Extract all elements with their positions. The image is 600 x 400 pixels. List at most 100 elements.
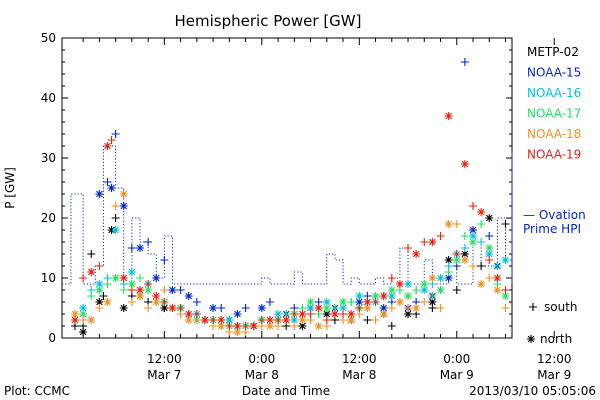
noaa-19-south-point: [306, 310, 315, 318]
noaa-15-south-point: [192, 298, 201, 306]
noaa-15-south-point: [127, 244, 136, 252]
noaa-15-south-point: [144, 238, 153, 246]
noaa-17-south-point: [444, 268, 453, 276]
noaa-18-north-point: [298, 316, 307, 324]
metp-02-north-point: [460, 250, 469, 258]
noaa-16-south-point: [460, 244, 469, 252]
legend-entry: NOAA-17: [527, 107, 581, 121]
noaa-19-south-point: [160, 298, 169, 306]
noaa-19-north-point: [477, 208, 486, 216]
x-axis-label: Date and Time: [242, 384, 330, 398]
y-tick-label: 50: [41, 31, 56, 45]
data-points-layer: [70, 58, 537, 343]
noaa-18-south-point: [485, 274, 494, 282]
legend-ovation-line2: Prime HPI: [523, 222, 581, 236]
noaa-18-north-point: [152, 298, 161, 306]
x-tick-label-time: 0:00: [443, 352, 470, 366]
noaa-19-north-point: [379, 292, 388, 300]
ovation-hpi-layer: [62, 145, 513, 285]
noaa-15-north-point: [233, 310, 242, 318]
metp-02-south-point: [111, 214, 120, 222]
noaa-19-south-point: [192, 310, 201, 318]
noaa-19-north-point: [168, 304, 177, 312]
noaa-15-north-point: [379, 304, 388, 312]
noaa-17-north-point: [420, 280, 429, 288]
noaa-16-north-point: [127, 268, 136, 276]
noaa-19-south-point: [225, 322, 234, 330]
noaa-19-south-point: [485, 256, 494, 264]
noaa-17-north-point: [436, 286, 445, 294]
noaa-15-south-point: [460, 58, 469, 66]
noaa-18-north-point: [477, 280, 486, 288]
noaa-17-north-point: [339, 298, 348, 306]
metp-02-north-point: [444, 256, 453, 264]
noaa-18-south-point: [160, 286, 169, 294]
noaa-18-south-point: [452, 220, 461, 228]
noaa-17-north-point: [501, 292, 510, 300]
metp-02-north-point: [107, 226, 116, 234]
noaa-19-south-point: [469, 202, 478, 210]
noaa-19-south-point: [387, 274, 396, 282]
x-tick-label-date: Mar 9: [537, 368, 571, 382]
x-tick-label-date: Mar 8: [342, 368, 376, 382]
legend-entry: NOAA-18: [527, 127, 581, 141]
noaa-19-north-point: [152, 292, 161, 300]
noaa-19-north-point: [298, 310, 307, 318]
noaa-17-north-point: [469, 238, 478, 246]
noaa-19-north-point: [330, 310, 339, 318]
noaa-18-south-point: [469, 262, 478, 270]
noaa-17-north-point: [485, 244, 494, 252]
metp-02-north-point: [485, 214, 494, 222]
noaa-17-south-point: [428, 292, 437, 300]
noaa-15-north-point: [184, 292, 193, 300]
noaa-19-south-point: [257, 316, 266, 324]
noaa-19-north-point: [233, 322, 242, 330]
metp-02-north-point: [79, 328, 88, 336]
noaa-19-north-point: [412, 250, 421, 258]
noaa-19-south-point: [79, 274, 88, 282]
y-tick-label: 40: [41, 91, 56, 105]
metp-02-south-point: [363, 316, 372, 324]
legend-north-label: north: [540, 332, 572, 346]
noaa-15-north-point: [469, 226, 478, 234]
noaa-18-south-point: [436, 304, 445, 312]
noaa-19-south-point: [176, 304, 185, 312]
noaa-18-north-point: [428, 274, 437, 282]
noaa-16-north-point: [485, 250, 494, 258]
noaa-17-north-point: [79, 310, 88, 318]
noaa-19-north-point: [249, 322, 258, 330]
noaa-19-south-point: [404, 244, 413, 252]
noaa-19-north-point: [428, 238, 437, 246]
noaa-18-north-point: [395, 298, 404, 306]
noaa-19-north-point: [119, 274, 128, 282]
noaa-16-south-point: [493, 262, 502, 270]
noaa-15-south-point: [485, 232, 494, 240]
noaa-18-south-point: [79, 316, 88, 324]
noaa-17-south-point: [477, 220, 486, 228]
noaa-15-north-point: [95, 190, 104, 198]
noaa-16-north-point: [387, 292, 396, 300]
chart-title: Hemispheric Power [GW]: [175, 12, 362, 30]
y-tick-label: 20: [41, 211, 56, 225]
x-tick-label-date: Mar 9: [440, 368, 474, 382]
noaa-19-north-point: [347, 310, 356, 318]
metp-02-north-point: [160, 304, 169, 312]
noaa-18-south-point: [290, 322, 299, 330]
noaa-19-north-point: [395, 280, 404, 288]
legend-north-symbol: [527, 335, 535, 343]
legend-entry: NOAA-19: [527, 148, 581, 162]
noaa-15-south-point: [241, 304, 250, 312]
noaa-19-south-point: [420, 238, 429, 246]
noaa-16-north-point: [355, 292, 364, 300]
noaa-15-north-point: [168, 286, 177, 294]
footer-credit: Plot: CCMC: [4, 384, 70, 398]
noaa-15-north-point: [444, 274, 453, 282]
noaa-18-north-point: [70, 310, 79, 318]
noaa-16-north-point: [339, 304, 348, 312]
metp-02-south-point: [99, 292, 108, 300]
noaa-19-north-point: [282, 316, 291, 324]
noaa-16-north-point: [79, 304, 88, 312]
noaa-18-north-point: [314, 322, 323, 330]
noaa-19-north-point: [135, 286, 144, 294]
